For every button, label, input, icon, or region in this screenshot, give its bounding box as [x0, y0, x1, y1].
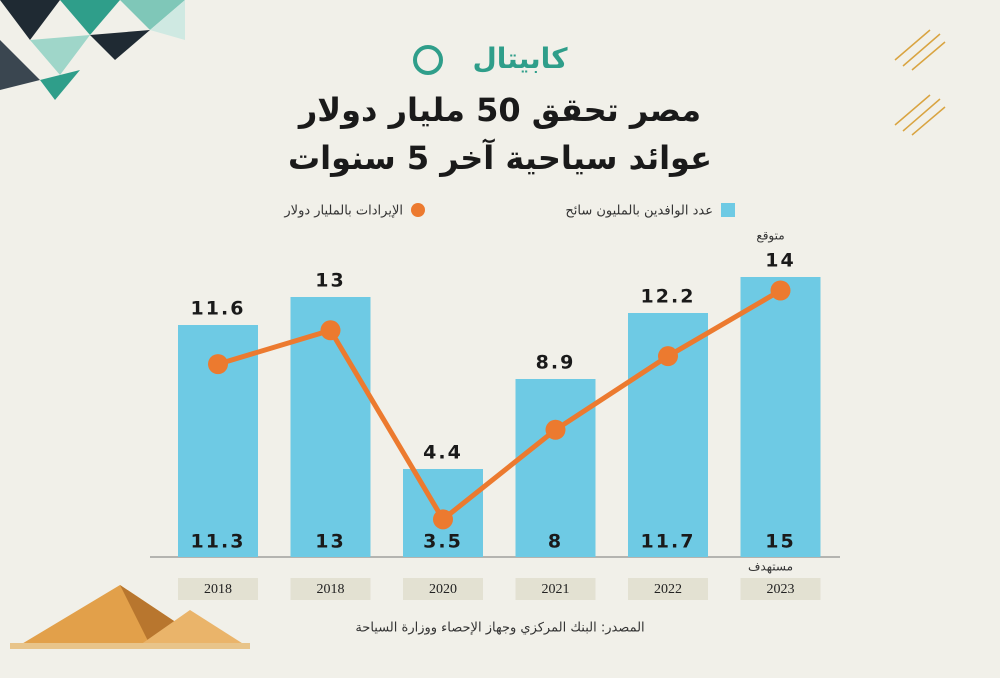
legend-swatch: [411, 203, 425, 217]
x-tick-box: [515, 578, 596, 600]
legend-label: عدد الوافدين بالمليون سائح: [565, 204, 713, 219]
x-tick-label: 2018: [204, 582, 232, 597]
line-value-label: 11.7: [641, 531, 696, 553]
x-tick-label: 2020: [429, 582, 457, 597]
line-point: [545, 419, 566, 440]
annotation: متوقع: [756, 229, 784, 244]
source: المصدر: البنك المركزي وجهاز الإحصاء ووزا…: [355, 621, 644, 636]
line-value-label: 8: [548, 531, 563, 553]
line-point: [320, 320, 341, 341]
logo-icon: [413, 45, 443, 75]
line-value-label: 3.5: [423, 531, 463, 553]
bar-value-label: 11.6: [191, 298, 246, 320]
x-tick-box: [178, 578, 258, 600]
x-tick-label: 2018: [317, 582, 345, 597]
x-tick-box: [290, 578, 371, 600]
x-tick-label: 2023: [767, 582, 795, 597]
x-tick-label: 2021: [542, 582, 570, 597]
bar-value-label: 4.4: [423, 442, 463, 464]
line-value-label: 15: [765, 531, 795, 553]
line-point: [658, 346, 678, 367]
legend-swatch: [721, 203, 735, 217]
decoration-pyramids: [10, 585, 250, 649]
bar-value-label: 13: [315, 270, 345, 292]
line: [217, 288, 782, 524]
line-value-label: 11.3: [191, 531, 246, 553]
line-point: [433, 509, 453, 530]
x-tick-box: [740, 578, 821, 600]
logo: كابيتال: [473, 42, 569, 75]
bar: [740, 277, 821, 557]
chart-title: مصر تحقق 50 مليار دولار: [297, 91, 701, 129]
x-tick-box: [403, 578, 483, 600]
line-value-label: 13: [315, 531, 345, 553]
decoration-triangles: [0, 0, 185, 100]
legend-label: الإيرادات بالمليار دولار: [283, 204, 403, 219]
line-point: [770, 280, 791, 301]
bar-value-label: 12.2: [641, 286, 696, 308]
decoration-hatch: [894, 29, 946, 136]
bar-value-label: 14: [765, 250, 795, 272]
annotation: مستهدف: [748, 560, 793, 574]
x-tick-box: [628, 578, 708, 600]
bar: [515, 379, 596, 557]
bar-value-label: 8.9: [536, 352, 576, 374]
x-tick-label: 2022: [654, 582, 682, 597]
chart-subtitle: عوائد سياحية آخر 5 سنوات: [288, 138, 712, 177]
line-point: [208, 354, 228, 375]
